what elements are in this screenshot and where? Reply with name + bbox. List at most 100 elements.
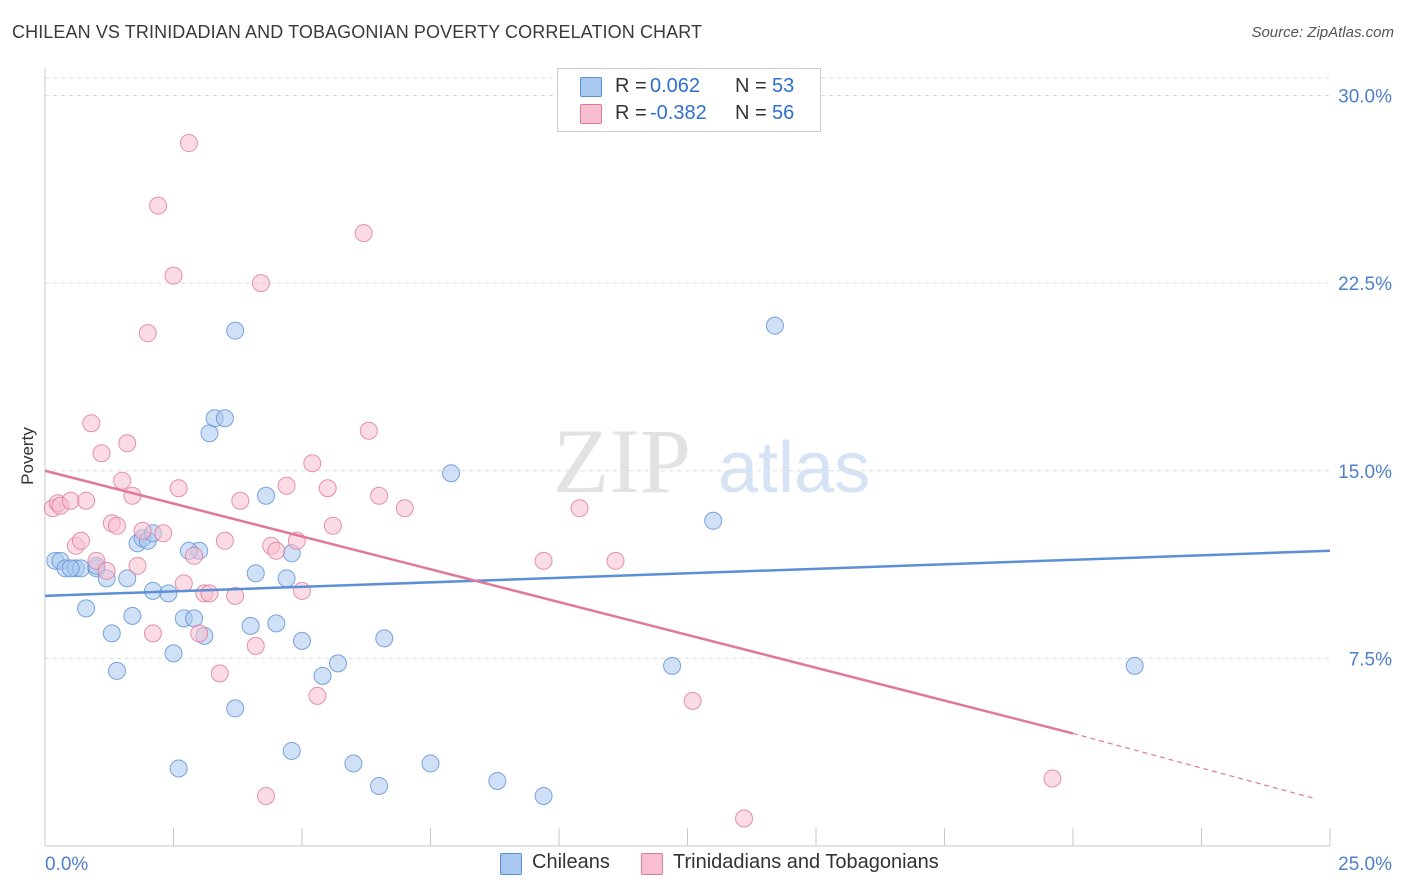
trinidadian-point <box>359 421 378 440</box>
chart-title: CHILEAN VS TRINIDADIAN AND TOBAGONIAN PO… <box>12 22 703 42</box>
chileans-point <box>1125 656 1144 675</box>
trinidadian-point <box>61 491 80 510</box>
chileans-point <box>313 666 332 685</box>
y-tick-label: 30.0% <box>1338 87 1392 108</box>
grid-lines <box>45 77 1330 659</box>
trinidadian-point <box>1043 769 1062 788</box>
chileans-point <box>534 786 553 805</box>
watermark: ZIP atlas <box>553 410 870 512</box>
trinidadian-point <box>97 561 116 580</box>
trinidadian-point <box>303 454 322 473</box>
trinidadian-point <box>318 479 337 498</box>
chileans-points <box>46 316 1144 805</box>
trinidadian-point <box>354 224 373 243</box>
trinidadian-trend-line-extension <box>1072 732 1315 800</box>
axes <box>44 68 1331 847</box>
trinidadian-point <box>257 786 276 805</box>
trinidadian-point <box>149 196 168 215</box>
trinidadian-point <box>246 636 265 655</box>
trinidadian-point <box>174 574 193 593</box>
chileans-point <box>765 316 784 335</box>
trinidadian-point <box>215 531 234 550</box>
chileans-point <box>77 599 96 618</box>
trinidadian-point <box>323 516 342 535</box>
legend-label-trinidadians: Trinidadians and Tobagonians <box>673 851 939 873</box>
stats-legend-swatch-trinidadians <box>580 104 602 124</box>
trinidadian-point <box>395 499 414 518</box>
trinidadian-trend-line <box>44 469 1074 735</box>
y-axis-title: Poverty <box>18 427 37 485</box>
x-tick-label-max: 25.0% <box>1338 854 1392 875</box>
trend-lines <box>44 469 1331 800</box>
trinidadian-point <box>210 664 229 683</box>
watermark-zip: ZIP <box>553 410 691 512</box>
chileans-point <box>704 511 723 530</box>
chileans-point <box>102 624 121 643</box>
chileans-point <box>246 564 265 583</box>
trinidadian-point <box>179 134 198 153</box>
n-label: N = <box>735 102 767 124</box>
chileans-point <box>370 776 389 795</box>
trinidadian-point <box>133 521 152 540</box>
chileans-point <box>226 321 245 340</box>
trinidadian-point <box>277 476 296 495</box>
trinidadian-point <box>200 584 219 603</box>
n-value: 56 <box>772 102 795 124</box>
chileans-point <box>257 486 276 505</box>
legend-swatch-trinidadians <box>641 853 663 875</box>
trinidadian-points <box>43 134 1062 828</box>
tick-labels: 7.5% 15.0% 22.5% 30.0% 0.0% 25.0% <box>45 87 1392 875</box>
trinidadian-point <box>118 434 137 453</box>
chileans-point <box>282 741 301 760</box>
chileans-point <box>107 661 126 680</box>
r-label: R = <box>615 75 647 97</box>
chileans-point <box>442 464 461 483</box>
trinidadian-point <box>164 266 183 285</box>
stats-legend: R = 0.062 N = 53 R = -0.382 N = 56 <box>557 68 821 132</box>
trinidadian-point <box>251 274 270 293</box>
r-value: -0.382 <box>650 102 707 124</box>
trinidadian-point <box>128 556 147 575</box>
trinidadian-point <box>107 516 126 535</box>
trinidadian-point <box>570 499 589 518</box>
chart-source: Source: ZipAtlas.com <box>1251 24 1394 41</box>
stats-legend-swatch-chileans <box>580 77 602 97</box>
r-value: 0.062 <box>650 75 701 97</box>
chileans-point <box>293 631 311 650</box>
trinidadian-point <box>185 546 204 565</box>
trinidadian-point <box>82 414 101 433</box>
chileans-point <box>164 644 183 663</box>
n-label: N = <box>735 75 767 97</box>
trinidadian-point <box>113 471 132 490</box>
chileans-point <box>488 771 507 790</box>
chileans-point <box>328 654 347 673</box>
trinidadian-point <box>735 809 754 828</box>
chileans-point <box>226 699 245 718</box>
trinidadian-point <box>77 491 96 510</box>
legend-label-chileans: Chileans <box>532 851 610 873</box>
trinidadian-point <box>143 624 162 643</box>
chileans-point <box>169 759 188 778</box>
chileans-point <box>241 616 260 635</box>
legend-swatch-chileans <box>500 853 522 875</box>
trinidadian-point <box>154 524 173 543</box>
trinidadian-point <box>534 551 553 570</box>
trinidadian-point <box>267 541 286 560</box>
chileans-point <box>61 559 80 578</box>
watermark-atlas: atlas <box>718 428 870 508</box>
chileans-point <box>159 584 178 603</box>
chileans-trend-line <box>44 549 1331 598</box>
y-tick-label: 22.5% <box>1338 274 1392 295</box>
chileans-point <box>123 606 142 625</box>
chileans-point <box>118 569 137 588</box>
trinidadian-point <box>308 686 327 705</box>
trinidadian-point <box>190 624 209 643</box>
chileans-point <box>200 424 219 443</box>
r-label: R = <box>615 102 647 124</box>
y-tick-label: 7.5% <box>1349 649 1392 670</box>
trinidadian-point <box>606 551 625 570</box>
x-tick-label-min: 0.0% <box>45 854 88 875</box>
chileans-point <box>421 754 440 773</box>
chileans-point <box>663 656 682 675</box>
